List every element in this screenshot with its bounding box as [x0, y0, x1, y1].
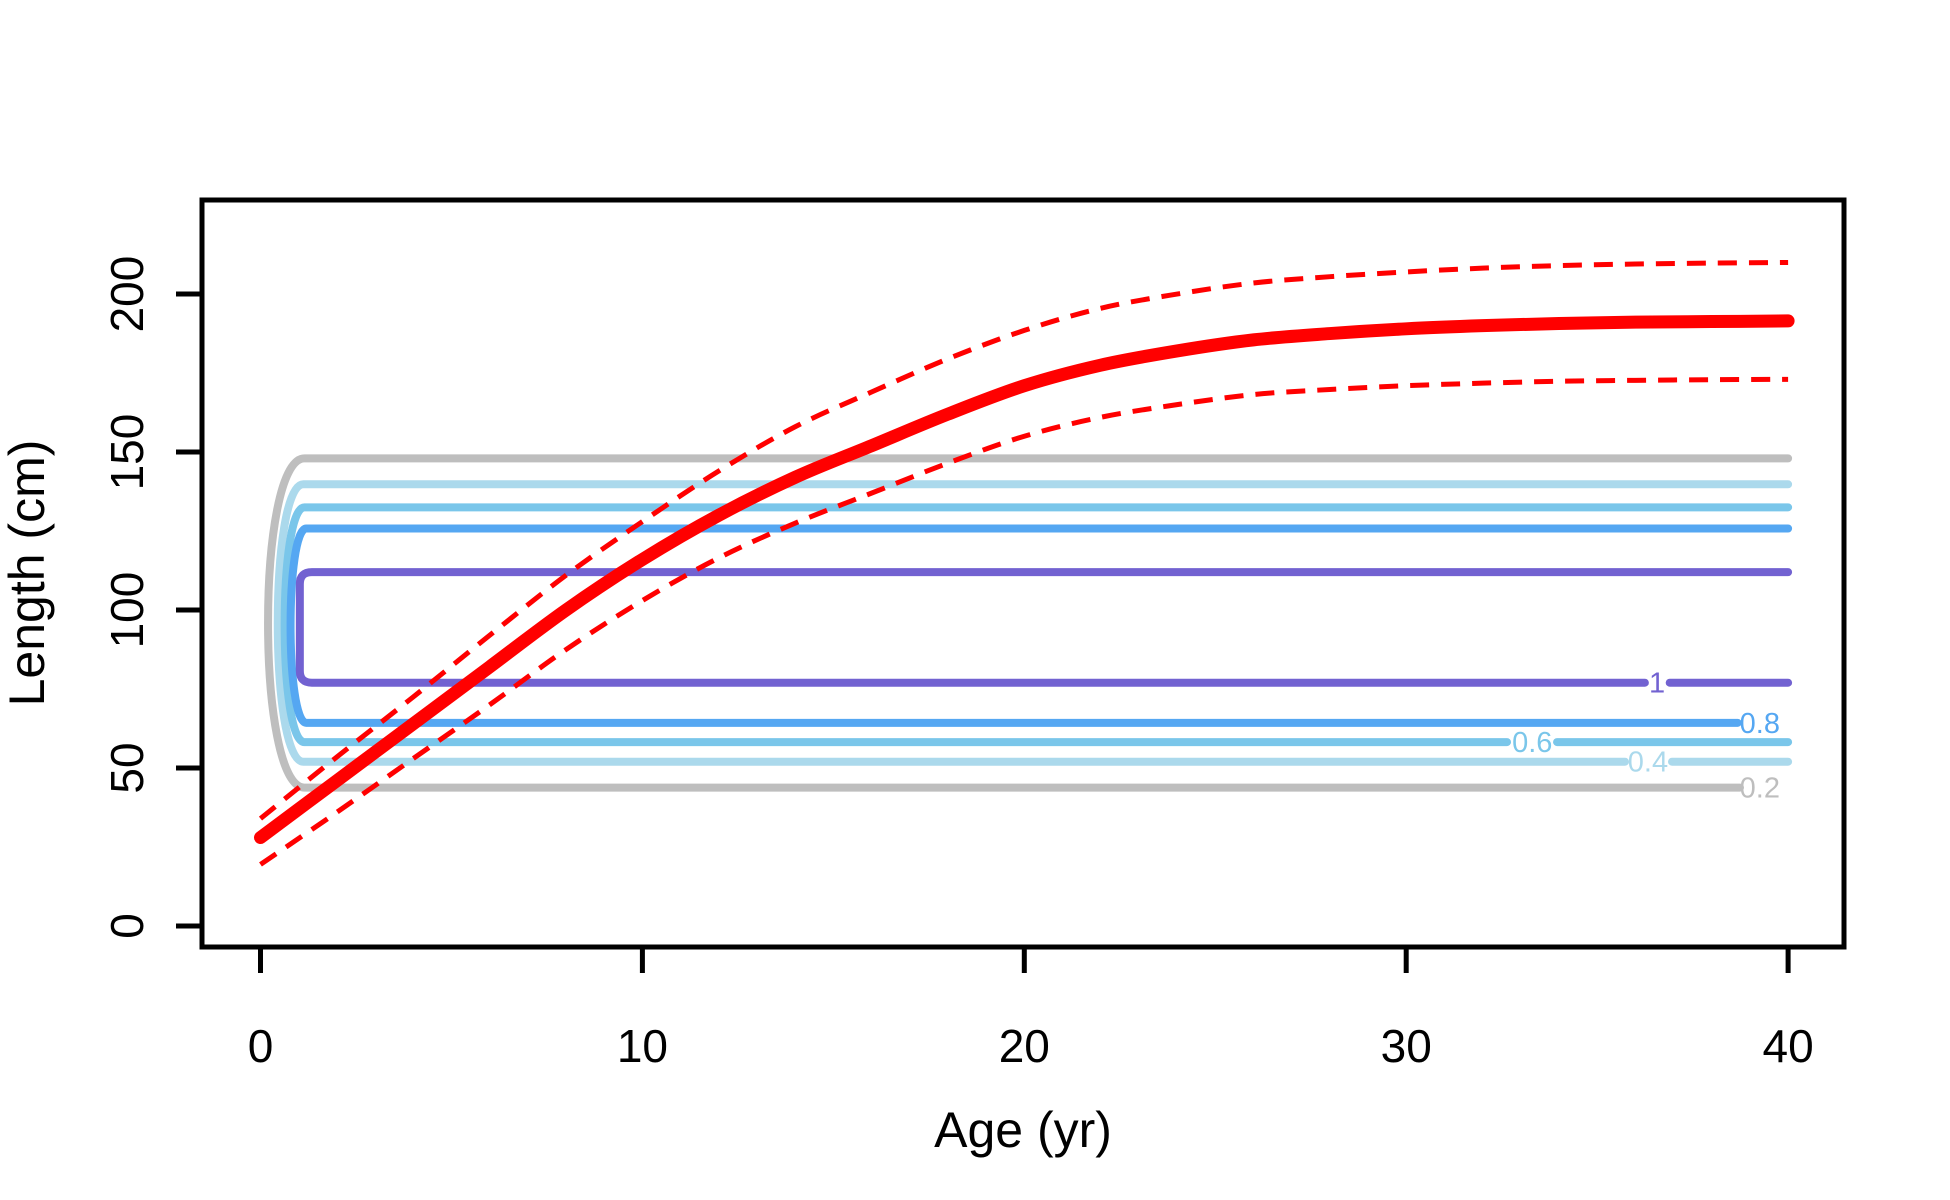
- x-tick-label: 0: [248, 1020, 274, 1072]
- y-tick-label: 200: [101, 256, 153, 333]
- contour-label-1: 1: [1649, 668, 1665, 700]
- y-axis-title: Length (cm): [0, 440, 55, 707]
- upper-confidence-band: [258, 259, 1789, 821]
- contour-label-0.8: 0.8: [1740, 708, 1780, 740]
- y-tick-label: 50: [101, 742, 153, 793]
- y-tick-label: 150: [101, 414, 153, 491]
- contour-label-0.6: 0.6: [1512, 727, 1552, 759]
- x-axis-title: Age (yr): [934, 1102, 1112, 1158]
- contour-line-1: [295, 568, 1793, 687]
- contour-line-0.4: [273, 480, 1793, 766]
- x-tick-label: 40: [1763, 1020, 1814, 1072]
- x-tick-label: 10: [617, 1020, 668, 1072]
- contour-line-0.6: [280, 503, 1793, 747]
- contour-label-0.2: 0.2: [1740, 773, 1780, 805]
- contour-line-0.8: [286, 524, 1793, 727]
- contour-layer: 0.2 0.4 0.6 0.8 1: [264, 454, 1793, 805]
- axes-layer: 0 10 20 30 40 0 50 100 150 200: [101, 197, 1847, 1072]
- series-layer: [254, 259, 1795, 867]
- y-tick-label: 100: [101, 572, 153, 649]
- estimated-growth-curve: [254, 314, 1795, 845]
- y-tick-label: 0: [101, 913, 153, 939]
- lower-confidence-band: [259, 376, 1789, 867]
- contour-label-0.4: 0.4: [1628, 747, 1668, 779]
- x-tick-label: 30: [1381, 1020, 1432, 1072]
- x-tick-label: 20: [999, 1020, 1050, 1072]
- contour-line-0.2: [264, 454, 1793, 792]
